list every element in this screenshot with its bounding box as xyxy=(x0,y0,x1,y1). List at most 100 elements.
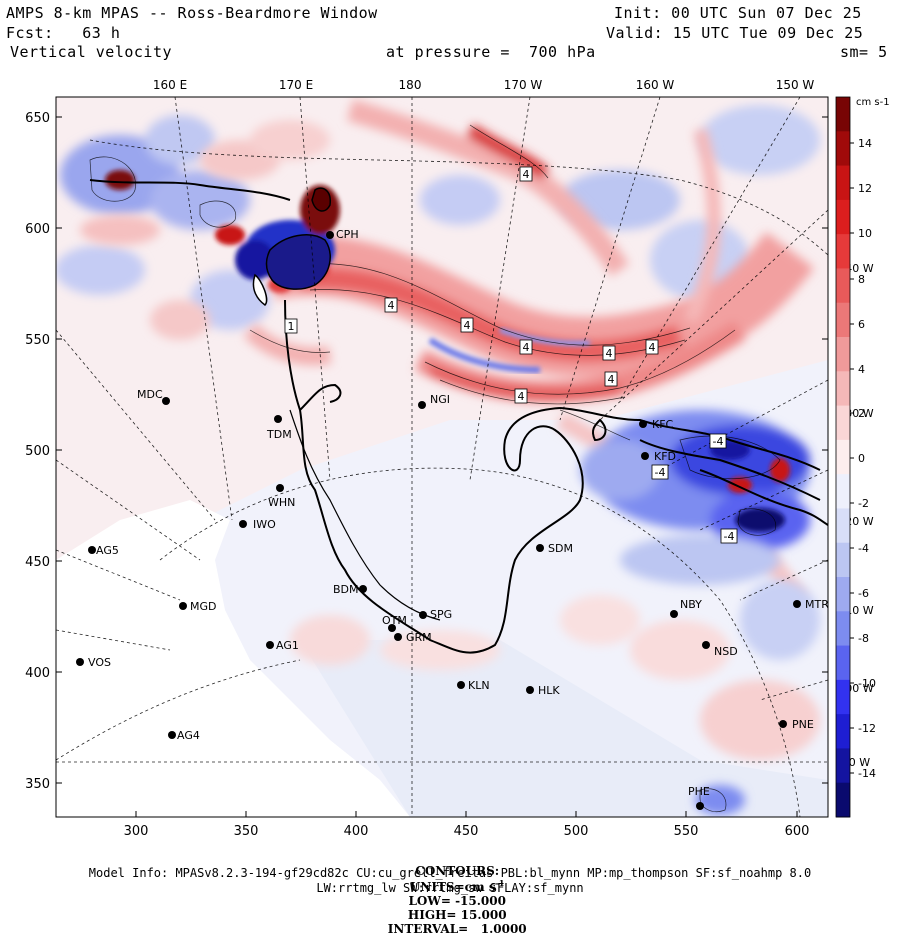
colorbar-segment xyxy=(836,199,850,235)
units-label: UNITS=cm s-1 xyxy=(410,878,505,894)
coastline xyxy=(89,179,828,654)
colorbar-segment xyxy=(836,577,850,612)
x-tick-label: 450 xyxy=(454,824,479,839)
pressure-level: at pressure = 700 hPa xyxy=(386,43,596,61)
station-label: HLK xyxy=(538,684,560,697)
contour-label: 4 xyxy=(606,347,613,360)
x-tick-label: 500 xyxy=(564,824,589,839)
colorbar-segment xyxy=(836,131,850,167)
station-marker xyxy=(526,686,534,694)
top-longitude-label: 150 W xyxy=(776,78,815,92)
contour-label-box xyxy=(384,297,398,313)
station-label: NBY xyxy=(680,598,702,611)
top-longitude-label: 160 E xyxy=(153,78,187,92)
station-label: TDM xyxy=(266,428,292,441)
station-label: MTR xyxy=(805,598,829,611)
colorbar-label: 12 xyxy=(858,182,872,195)
station-label: KLN xyxy=(468,679,490,692)
station-marker xyxy=(76,658,84,666)
top-longitude-label: 180 xyxy=(399,78,422,92)
station-label: IWO xyxy=(253,518,276,531)
contour-label: 4 xyxy=(518,390,525,403)
station-label: NGI xyxy=(430,393,450,406)
contour-label-box xyxy=(460,317,474,333)
colorbar-segment xyxy=(836,268,850,304)
station-marker xyxy=(793,600,801,608)
map-title: AMPS 8-km MPAS -- Ross-Beardmore Window xyxy=(6,4,378,22)
contours-label: CONTOURS: xyxy=(415,864,500,878)
station-marker xyxy=(779,720,787,728)
axes: 650 600 550 500 450 400 350 300 350 400 450 500 550 6… xyxy=(25,111,828,839)
station-marker xyxy=(326,231,334,239)
colorbar-label: -4 xyxy=(858,542,869,555)
contour-label-box xyxy=(284,318,298,334)
station-label: BDM xyxy=(333,583,359,596)
contour-label-box xyxy=(519,339,533,355)
contour-label-box xyxy=(514,388,528,404)
contour-label: 4 xyxy=(523,341,530,354)
colorbar-units: cm s-1 xyxy=(856,97,890,108)
colorbar-label: 14 xyxy=(858,137,872,150)
y-tick-label: 450 xyxy=(25,555,50,570)
init-time: Init: 00 UTC Sun 07 Dec 25 xyxy=(614,4,862,22)
low-value: LOW= -15.000 xyxy=(408,894,506,908)
colorbar-label: -12 xyxy=(858,722,876,735)
contour-label: 1 xyxy=(288,320,295,333)
station-marker xyxy=(419,611,427,619)
colorbar-label: -2 xyxy=(858,497,869,510)
station-marker xyxy=(276,484,284,492)
station-marker xyxy=(418,401,426,409)
colorbar-label: 2 xyxy=(858,407,865,420)
contour-label: 4 xyxy=(388,299,395,312)
field-name: Vertical velocity xyxy=(10,43,173,61)
contour-label-box xyxy=(645,339,659,355)
colorbar-segment xyxy=(836,337,850,372)
station-label: AG1 xyxy=(276,639,299,652)
x-tick-label: 400 xyxy=(344,824,369,839)
colorbar-label: -10 xyxy=(858,677,876,690)
station-marker xyxy=(702,641,710,649)
contour-label-box xyxy=(604,371,618,387)
station-label: AG4 xyxy=(177,729,200,742)
station-label: CPH xyxy=(336,228,359,241)
y-tick-label: 600 xyxy=(25,222,50,237)
contour-label-box xyxy=(602,345,616,361)
station-marker xyxy=(239,520,247,528)
station-label: PHE xyxy=(688,785,710,798)
colorbar-segment xyxy=(836,508,850,544)
top-longitude-label: 170 W xyxy=(504,78,543,92)
station-marker xyxy=(639,420,647,428)
grounding-line xyxy=(289,409,441,621)
contour-label-box xyxy=(519,166,533,182)
station-label: PNE xyxy=(792,718,814,731)
colorbar-segment xyxy=(836,474,850,509)
station-label: OTM xyxy=(382,614,407,627)
station-marker xyxy=(388,624,396,632)
contour-label: 4 xyxy=(464,319,471,332)
station-label: MDC xyxy=(137,388,163,401)
contour-label: 4 xyxy=(608,373,615,386)
contour-label-box xyxy=(651,464,669,480)
top-longitude-label: 160 W xyxy=(636,78,675,92)
x-tick-label: 300 xyxy=(124,824,149,839)
station-label: SDM xyxy=(548,542,573,555)
station-marker xyxy=(179,602,187,610)
x-tick-label: 550 xyxy=(674,824,699,839)
x-tick-label: 600 xyxy=(785,824,810,839)
station-marker xyxy=(168,731,176,739)
colorbar-segment xyxy=(836,371,850,407)
contour-label-box xyxy=(720,528,738,544)
colorbar-segment xyxy=(836,165,850,201)
station-marker xyxy=(536,544,544,552)
station-label: KFD xyxy=(654,450,676,463)
station-label: MGD xyxy=(190,600,217,613)
y-tick-label: 350 xyxy=(25,777,50,792)
field-shading xyxy=(56,97,828,817)
x-tick-label: 350 xyxy=(234,824,259,839)
contour-label: -4 xyxy=(724,530,735,543)
colorbar-label: 4 xyxy=(858,363,865,376)
colorbar-segment xyxy=(836,611,850,647)
colorbar-segment xyxy=(836,782,850,818)
contour-label-box xyxy=(709,433,727,449)
colorbar-segment xyxy=(836,542,850,578)
